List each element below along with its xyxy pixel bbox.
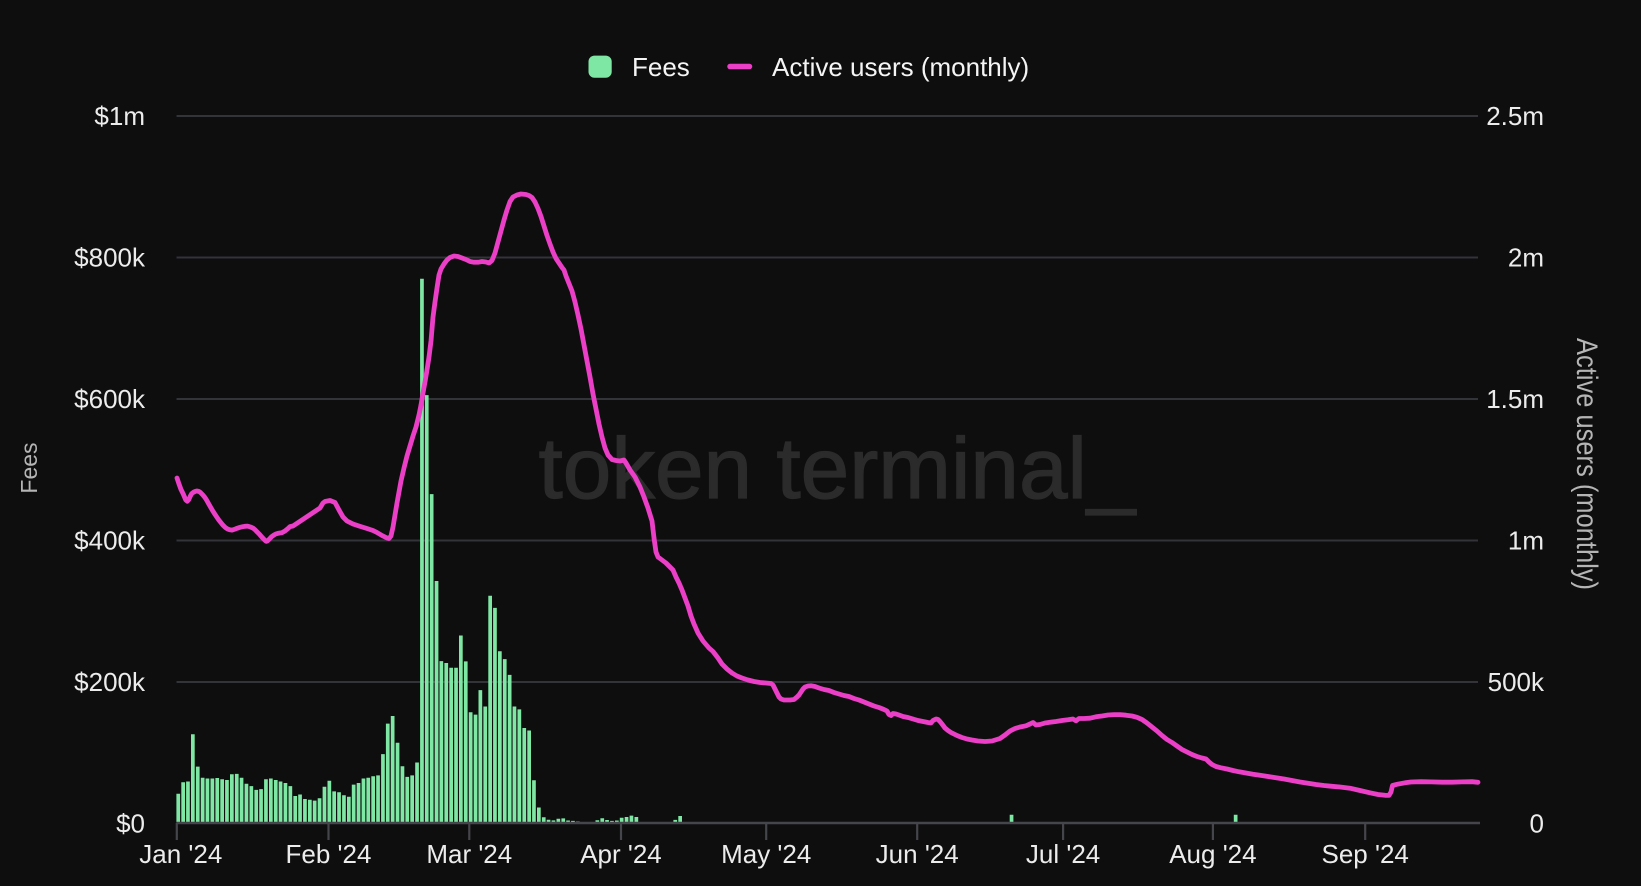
svg-text:Jun '24: Jun '24: [876, 839, 959, 869]
svg-text:$400k: $400k: [74, 526, 146, 556]
svg-text:$0: $0: [116, 809, 145, 839]
svg-text:$600k: $600k: [74, 384, 146, 414]
svg-text:$200k: $200k: [74, 667, 146, 697]
svg-text:Fees: Fees: [16, 442, 42, 493]
svg-text:Aug '24: Aug '24: [1169, 839, 1256, 869]
svg-text:May '24: May '24: [721, 839, 811, 869]
svg-text:Jul '24: Jul '24: [1026, 839, 1100, 869]
svg-text:Active users (monthly): Active users (monthly): [772, 52, 1029, 82]
svg-text:Fees: Fees: [632, 52, 690, 82]
svg-text:Active users (monthly): Active users (monthly): [1570, 338, 1603, 590]
svg-text:$800k: $800k: [74, 243, 146, 273]
svg-text:$1m: $1m: [94, 101, 145, 131]
svg-text:2m: 2m: [1508, 243, 1544, 273]
svg-text:0: 0: [1530, 809, 1544, 839]
svg-text:Mar '24: Mar '24: [426, 839, 512, 869]
svg-text:Jan '24: Jan '24: [139, 839, 222, 869]
svg-text:500k: 500k: [1488, 667, 1545, 697]
svg-text:1m: 1m: [1508, 526, 1544, 556]
svg-text:Feb '24: Feb '24: [286, 839, 372, 869]
svg-text:1.5m: 1.5m: [1486, 384, 1544, 414]
svg-text:2.5m: 2.5m: [1486, 101, 1544, 131]
svg-text:token terminal_: token terminal_: [539, 421, 1137, 517]
svg-text:Sep '24: Sep '24: [1322, 839, 1409, 869]
svg-text:Apr '24: Apr '24: [580, 839, 662, 869]
